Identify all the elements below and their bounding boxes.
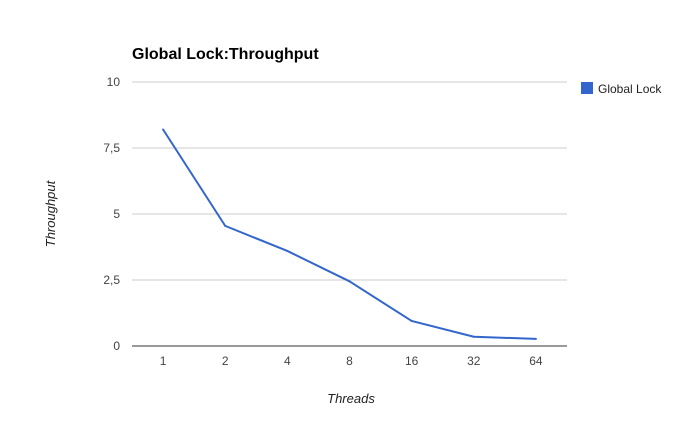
x-tick-label: 8 — [346, 354, 353, 368]
legend-label: Global Lock — [598, 82, 662, 96]
data-point — [534, 337, 537, 340]
x-tick-label: 2 — [222, 354, 229, 368]
y-tick-label: 2,5 — [103, 273, 120, 287]
data-point — [224, 224, 227, 227]
y-axis-label: Throughput — [43, 179, 58, 247]
series-line — [162, 128, 536, 340]
data-point — [472, 335, 475, 338]
y-axis-ticks: 0 2,5 5 7,5 10 — [103, 75, 120, 353]
data-point — [162, 128, 165, 131]
x-axis-label: Threads — [327, 391, 375, 406]
data-point — [348, 280, 351, 283]
series — [162, 128, 537, 340]
legend-swatch — [581, 82, 593, 94]
x-tick-label: 1 — [160, 354, 167, 368]
chart-title: Global Lock:Throughput — [132, 46, 319, 63]
grid — [132, 81, 567, 347]
x-tick-label: 4 — [284, 354, 291, 368]
x-axis-ticks: 1 2 4 8 16 32 64 — [160, 354, 543, 368]
y-tick-label: 7,5 — [103, 141, 120, 155]
x-tick-label: 16 — [405, 354, 419, 368]
legend: Global Lock — [581, 82, 662, 96]
y-tick-label: 0 — [113, 339, 120, 353]
data-point — [286, 249, 289, 252]
data-point — [410, 319, 413, 322]
y-tick-label: 10 — [107, 75, 121, 89]
x-tick-label: 32 — [467, 354, 481, 368]
x-tick-label: 64 — [529, 354, 543, 368]
y-tick-label: 5 — [113, 207, 120, 221]
